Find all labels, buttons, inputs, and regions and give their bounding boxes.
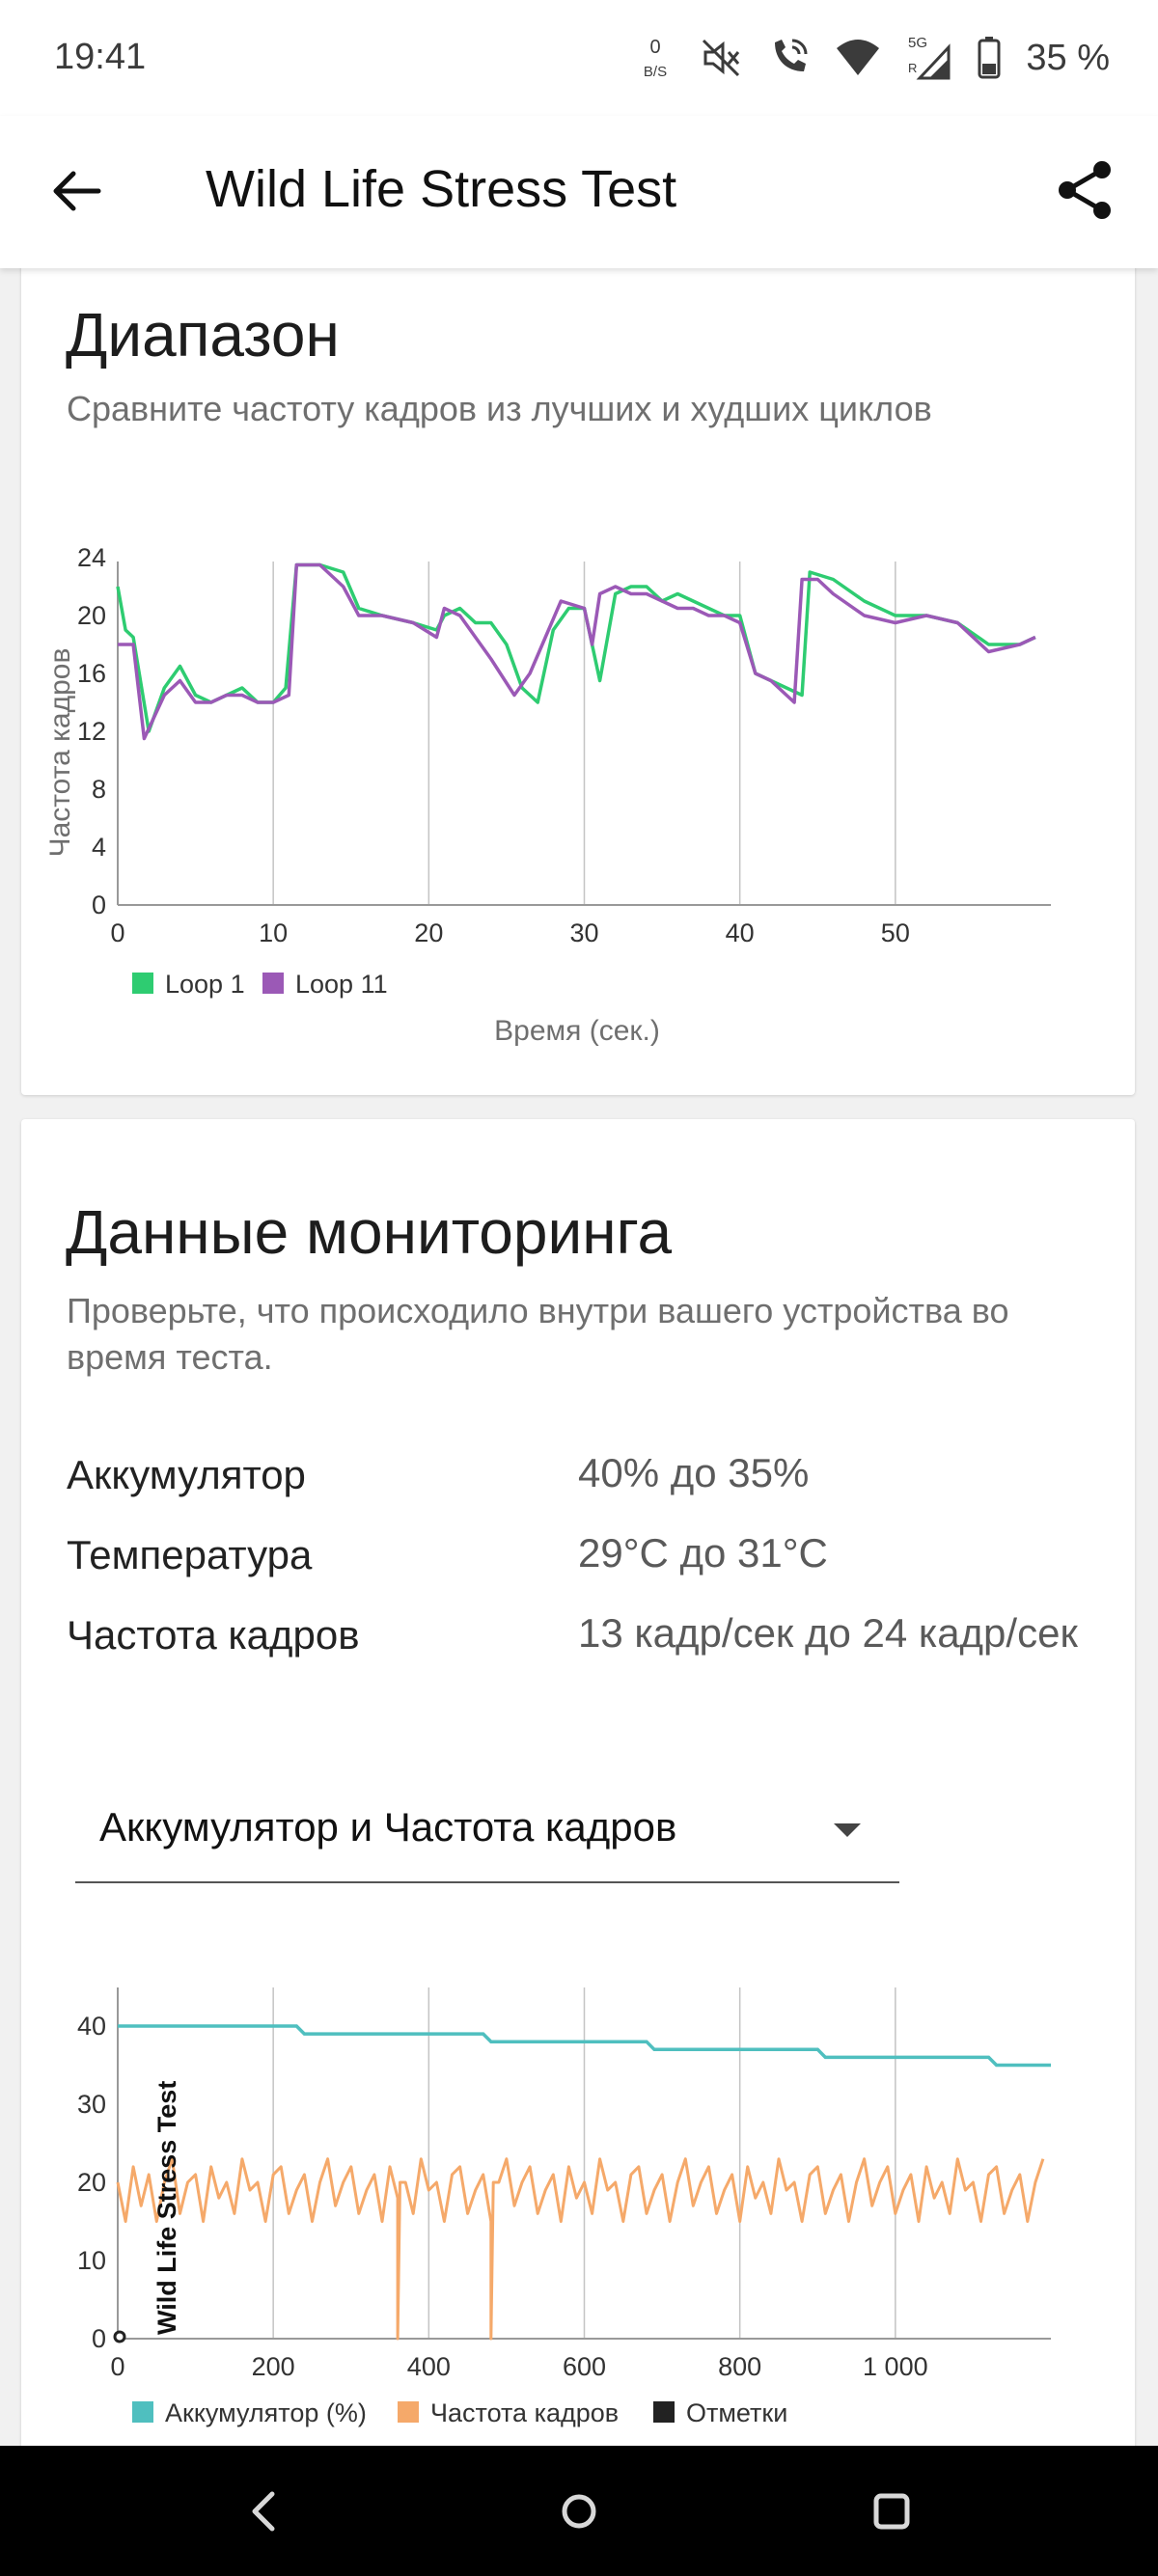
network-speed-icon: 0 B/S <box>644 37 667 80</box>
signal-type: 5G <box>908 35 927 51</box>
monitor-legend-swatch <box>398 2401 419 2423</box>
battery-value: 40% до 35% <box>578 1450 810 1495</box>
nav-home-icon[interactable] <box>554 2486 604 2536</box>
monitor-x-tick: 200 <box>252 2352 295 2381</box>
range-legend-label: Loop 1 <box>165 970 245 999</box>
monitor-y-tick: 30 <box>77 2090 106 2119</box>
temperature-value: 29°C до 31°C <box>578 1530 828 1576</box>
monitor-x-tick: 400 <box>407 2352 451 2381</box>
monitor-x-tick: 0 <box>110 2352 124 2381</box>
wifi-call-icon <box>775 39 808 71</box>
dropdown-selected: Аккумулятор и Частота кадров <box>99 1804 677 1850</box>
net-speed-unit: B/S <box>644 64 667 80</box>
monitor-y-tick: 10 <box>77 2246 106 2275</box>
status-bar: 19:41 0 B/S 5G R 35 % <box>0 0 1158 116</box>
monitor-legend-label: Частота кадров <box>430 2398 619 2427</box>
dropdown-arrow-icon <box>834 1823 861 1837</box>
range-x-label: Время (сек.) <box>494 1015 660 1047</box>
range-x-tick: 20 <box>414 918 443 947</box>
status-icons: 0 B/S 5G R 35 % <box>636 29 1110 87</box>
monitoring-title: Данные мониторинга <box>66 1197 673 1267</box>
range-legend-swatch <box>262 973 284 994</box>
framerate-series-line <box>116 2157 1045 2341</box>
range-x-tick: 10 <box>259 918 288 947</box>
cell-signal-icon: 5G R <box>908 35 951 80</box>
range-x-tick: 40 <box>726 918 755 947</box>
monitor-y-tick: 0 <box>92 2324 106 2353</box>
marker-point <box>113 2330 126 2343</box>
monitor-x-tick: 600 <box>563 2352 606 2381</box>
monitor-legend-label: Аккумулятор (%) <box>165 2398 367 2427</box>
mute-icon <box>703 39 740 77</box>
monitor-legend-swatch <box>653 2401 675 2423</box>
nav-back-icon[interactable] <box>239 2486 290 2536</box>
range-x-tick: 50 <box>881 918 910 947</box>
monitor-x-tick: 1 000 <box>863 2352 928 2381</box>
range-legend-label: Loop 11 <box>295 970 388 999</box>
range-x-tick: 30 <box>569 918 598 947</box>
wifi-icon <box>837 40 880 75</box>
chart-type-dropdown[interactable]: Аккумулятор и Частота кадров <box>75 1785 899 1883</box>
back-arrow-icon[interactable] <box>48 162 106 220</box>
range-y-tick: 20 <box>77 601 106 630</box>
range-y-tick: 24 <box>77 543 106 572</box>
marker-annotation: Wild Life Stress Test <box>152 2081 181 2335</box>
battery-series-line <box>118 2024 1051 2068</box>
range-series-line-2 <box>118 562 1036 741</box>
monitor-y-tick: 40 <box>77 2012 106 2041</box>
status-time: 19:41 <box>54 37 147 77</box>
range-series-line-1 <box>116 562 1036 733</box>
range-y-tick: 8 <box>92 775 106 804</box>
monitor-x-tick: 800 <box>718 2352 761 2381</box>
monitor-legend-swatch <box>132 2401 153 2423</box>
range-y-label: Частота кадров <box>44 648 76 858</box>
battery-label: Аккумулятор <box>67 1452 306 1497</box>
battery-icon <box>978 37 1001 79</box>
share-icon[interactable] <box>1052 156 1119 224</box>
range-title: Диапазон <box>66 300 340 370</box>
monitor-legend-label: Отметки <box>686 2398 787 2427</box>
range-x-tick: 0 <box>110 918 124 947</box>
monitor-y-tick: 20 <box>77 2168 106 2197</box>
range-card: Диапазон Сравните частоту кадров из лучш… <box>21 251 1135 1095</box>
nav-recents-icon[interactable] <box>867 2486 917 2536</box>
range-y-tick: 12 <box>77 717 106 746</box>
range-y-tick: 0 <box>92 891 106 919</box>
battery-percent: 35 % <box>1026 37 1110 78</box>
range-subtitle: Сравните частоту кадров из лучших и худш… <box>67 389 932 428</box>
monitoring-subtitle: Проверьте, что происходило внутри вашего… <box>67 1291 1009 1377</box>
monitoring-card: Данные мониторинга Проверьте, что происх… <box>21 1119 1135 2576</box>
framerate-value: 13 кадр/сек до 24 кадр/сек <box>578 1610 1078 1656</box>
temperature-label: Температура <box>67 1532 313 1577</box>
framerate-label: Частота кадров <box>67 1612 360 1658</box>
app-bar: Wild Life Stress Test <box>0 116 1158 268</box>
net-speed-value: 0 <box>650 37 661 58</box>
range-legend-swatch <box>132 973 153 994</box>
page-title: Wild Life Stress Test <box>206 160 677 218</box>
navigation-bar <box>0 2446 1158 2576</box>
range-y-tick: 16 <box>77 659 106 688</box>
roaming-label: R <box>908 61 917 75</box>
range-chart: 0 4 8 12 16 20 24 0 10 20 30 40 50 Частота кадров Врем… <box>44 543 1051 1047</box>
range-y-tick: 4 <box>92 833 106 862</box>
